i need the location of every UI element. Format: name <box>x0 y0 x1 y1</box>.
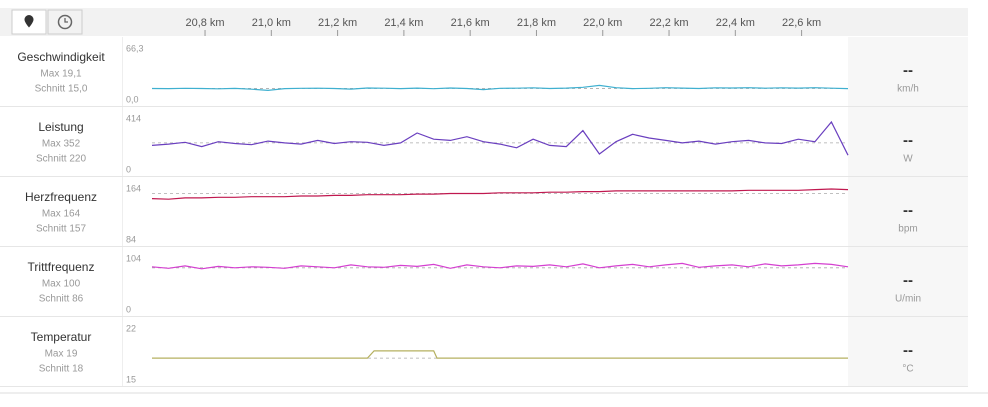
metric-stat: Max 19,1 <box>40 69 82 80</box>
current-value: -- <box>903 132 913 149</box>
data-line <box>151 84 849 92</box>
y-tick-label: 164 <box>126 183 141 193</box>
metric-stat: Max 19 <box>45 349 78 360</box>
row-background <box>0 317 968 386</box>
y-tick-label: 104 <box>126 253 141 263</box>
data-line <box>151 120 849 156</box>
value-panel <box>848 177 968 246</box>
value-panel <box>848 247 968 316</box>
clock-hands <box>64 18 68 23</box>
metric-name: Trittfrequenz <box>28 260 95 274</box>
value-panel <box>848 317 968 386</box>
value-panel <box>848 37 968 106</box>
x-tick-label: 21,8 km <box>517 17 556 29</box>
y-tick-label: 84 <box>126 234 136 244</box>
data-line <box>151 262 849 270</box>
unit: W <box>903 154 913 165</box>
data-line <box>151 188 849 200</box>
value-panel <box>848 107 968 176</box>
x-tick-label: 22,2 km <box>649 17 688 29</box>
y-tick-label: 66,3 <box>126 43 144 53</box>
y-tick-label: 414 <box>126 113 141 123</box>
x-tick-label: 20,8 km <box>185 17 224 29</box>
row-background <box>0 247 968 316</box>
y-tick-label: 0 <box>126 304 131 314</box>
unit: U/min <box>895 294 921 305</box>
row-background <box>0 177 968 246</box>
metric-stat: Schnitt 157 <box>36 224 86 235</box>
metric-name: Temperatur <box>31 330 92 344</box>
x-tick-label: 22,0 km <box>583 17 622 29</box>
y-tick-label: 15 <box>126 374 136 384</box>
current-value: -- <box>903 62 913 79</box>
current-value: -- <box>903 202 913 219</box>
metric-stat: Max 352 <box>42 139 81 150</box>
row-background <box>0 37 968 106</box>
metric-stat: Max 164 <box>42 209 81 220</box>
x-tick-label: 22,6 km <box>782 17 821 29</box>
pin-icon <box>24 15 34 28</box>
metric-stat: Schnitt 15,0 <box>35 84 88 95</box>
x-tick-label: 21,6 km <box>451 17 490 29</box>
metric-stat: Schnitt 18 <box>39 364 84 375</box>
current-value: -- <box>903 342 913 359</box>
metric-name: Geschwindigkeit <box>17 50 105 64</box>
metric-name: Leistung <box>38 120 83 134</box>
metric-name: Herzfrequenz <box>25 190 97 204</box>
metric-stat: Schnitt 220 <box>36 154 86 165</box>
data-line <box>152 350 848 359</box>
y-tick-label: 22 <box>126 323 136 333</box>
y-tick-label: 0,0 <box>126 94 139 104</box>
unit: °C <box>902 364 913 375</box>
time-button[interactable] <box>47 9 83 35</box>
metric-stat: Max 100 <box>42 279 81 290</box>
y-tick-label: 0 <box>126 164 131 174</box>
x-tick-label: 21,2 km <box>318 17 357 29</box>
current-value: -- <box>903 272 913 289</box>
unit: km/h <box>897 84 919 95</box>
unit: bpm <box>898 224 917 235</box>
metric-stat: Schnitt 86 <box>39 294 84 305</box>
top-bar <box>0 8 968 36</box>
x-tick-label: 22,4 km <box>716 17 755 29</box>
x-tick-label: 21,0 km <box>252 17 291 29</box>
clock-icon <box>57 14 73 30</box>
x-tick-label: 21,4 km <box>384 17 423 29</box>
